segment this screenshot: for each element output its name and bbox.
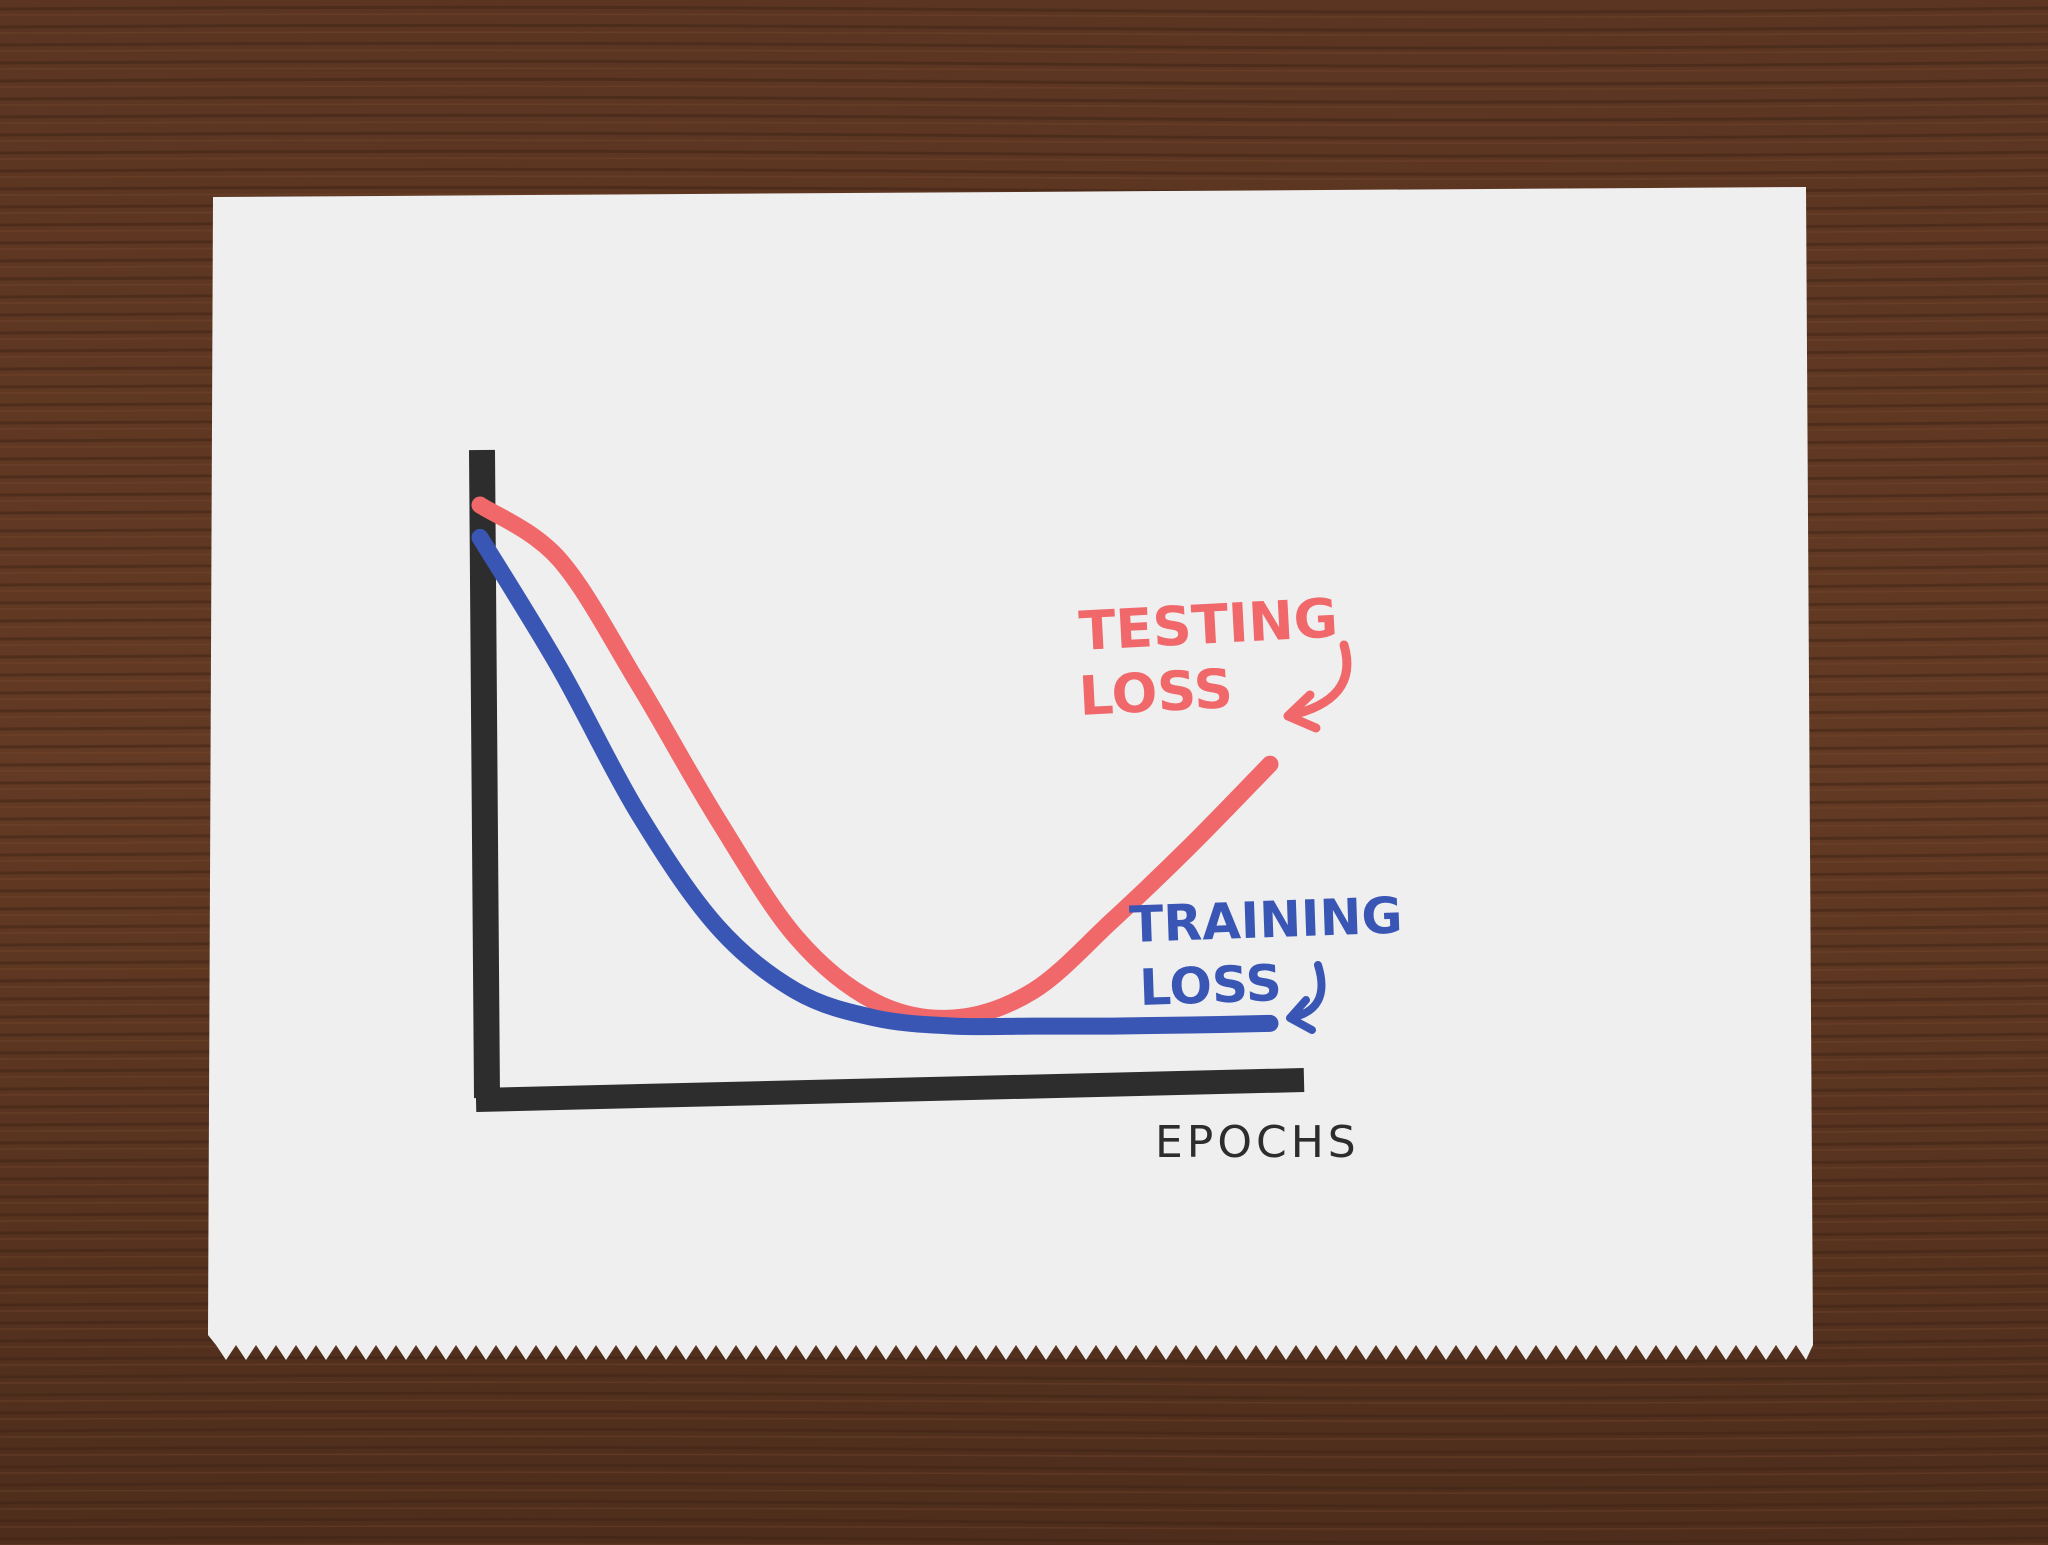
- paper-sheet: [208, 187, 1813, 1360]
- annotations: TESTING LOSS TRAINING LOSS EPOCHS: [1077, 587, 1403, 1168]
- training-loss-label-line2: LOSS: [1138, 954, 1282, 1017]
- x-axis-label: EPOCHS: [1155, 1117, 1360, 1168]
- series-line-testing-loss: [471, 496, 1279, 1027]
- testing-loss-label-line1: TESTING: [1077, 587, 1339, 663]
- series-line-training-loss: [471, 528, 1279, 1036]
- x-axis: [475, 1068, 1305, 1112]
- testing-loss-label-line2: LOSS: [1077, 657, 1234, 728]
- testing-loss-arrow-icon: [1283, 640, 1352, 733]
- training-loss-label-line1: TRAINING: [1128, 886, 1403, 954]
- training-loss-arrow-icon: [1286, 961, 1326, 1034]
- plot-lines: [471, 496, 1279, 1036]
